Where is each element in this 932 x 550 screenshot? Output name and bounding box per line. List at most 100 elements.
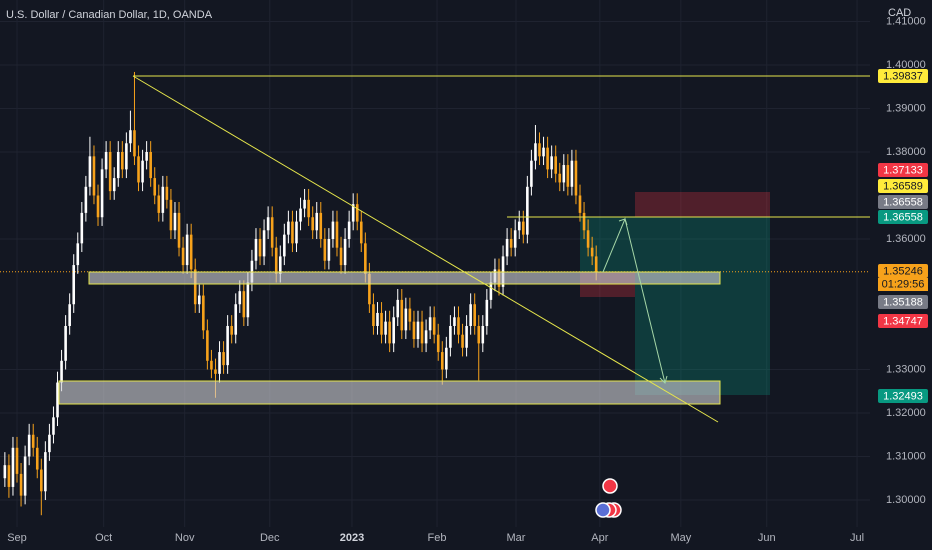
price-label-box: [878, 69, 928, 83]
y-tick-label: 1.31000: [886, 450, 926, 462]
drawings: [580, 192, 770, 395]
candle-body: [295, 221, 298, 244]
x-tick-label: May: [670, 532, 691, 544]
candle-body: [246, 282, 250, 318]
candle-body: [428, 317, 432, 331]
candle-body: [380, 312, 383, 335]
candle-body: [477, 325, 481, 344]
event-icon[interactable]: [595, 502, 611, 518]
price-label-box: [878, 264, 928, 278]
candle-body: [424, 330, 428, 344]
candle-body: [521, 221, 525, 235]
candle-body: [230, 325, 233, 335]
candle-body: [242, 291, 246, 318]
price-label-box: [878, 163, 928, 177]
candle-body: [554, 156, 557, 174]
price-label: 1.32493: [883, 390, 923, 402]
candle-body: [558, 173, 562, 183]
candle-body: [44, 452, 47, 492]
candle-body: [52, 417, 55, 435]
price-label-box: [878, 179, 928, 193]
candle-body: [137, 156, 140, 183]
candle-body: [311, 217, 314, 231]
candle-body: [206, 330, 209, 361]
x-tick-label: Apr: [591, 532, 608, 544]
candle-body: [262, 230, 266, 257]
candle-body: [562, 165, 566, 183]
x-tick-label: Oct: [95, 532, 112, 544]
candle-body: [343, 238, 347, 266]
candle-body: [449, 325, 452, 348]
trend-line: [132, 75, 719, 423]
candle-body: [590, 247, 594, 257]
candle-body: [96, 195, 100, 218]
drawings: [58, 75, 870, 518]
candle-body: [169, 199, 173, 231]
countdown: 01:29:56: [882, 278, 925, 290]
candle-body: [210, 360, 213, 370]
candle-body: [299, 208, 302, 222]
candle-body: [347, 221, 351, 239]
y-tick-label: 1.30000: [886, 494, 926, 506]
candle-body: [364, 243, 367, 274]
candle-body: [432, 317, 436, 335]
candle-body: [538, 143, 541, 157]
axes: 1.30000 1.31000 1.32000 1.33000 1.36000 1.380…: [7, 15, 928, 544]
candle-body: [436, 334, 440, 353]
grid: [0, 0, 870, 527]
x-tick-label: Jun: [758, 532, 776, 544]
candle-body: [177, 212, 181, 248]
price-label: 1.36558: [883, 211, 923, 223]
candle-body: [505, 238, 509, 257]
candle-body: [392, 317, 395, 344]
candle-body: [15, 447, 19, 474]
price-label: 1.37133: [883, 164, 923, 176]
arrow-head: [618, 218, 668, 384]
event-icon[interactable]: [602, 478, 618, 494]
candle-body: [153, 178, 157, 196]
candle-body: [570, 160, 574, 187]
candle-body: [7, 465, 11, 487]
candle-body: [335, 221, 339, 248]
x-tick-label: Jul: [850, 532, 864, 544]
candle-body: [145, 151, 148, 161]
price-label: 1.39837: [883, 70, 923, 82]
x-tick-label: Sep: [7, 532, 27, 544]
y-tick-label: 1.32000: [886, 407, 926, 419]
candle-body: [121, 151, 124, 170]
y-tick-label: 1.39000: [886, 102, 926, 114]
candle-body: [594, 256, 598, 272]
price-label-box: [878, 195, 928, 209]
candle-body: [384, 321, 387, 335]
candle-body: [586, 230, 590, 248]
support-zone: [88, 271, 721, 285]
price-label-box: [878, 314, 928, 328]
candle-body: [76, 243, 80, 266]
candle-body: [68, 304, 71, 326]
candle-body: [254, 238, 258, 261]
currency-label: CAD: [888, 7, 911, 19]
candle-body: [88, 156, 92, 187]
candle-body: [226, 325, 229, 366]
candle-body: [173, 212, 177, 231]
y-tick-label: 1.36000: [886, 233, 926, 245]
candle-body: [222, 352, 225, 366]
candle-body: [278, 256, 282, 274]
candle-body: [530, 160, 533, 187]
y-tick-label: 1.40000: [886, 59, 926, 71]
candle-body: [218, 352, 221, 374]
candle-body: [11, 447, 15, 487]
price-label: 1.34747: [883, 315, 923, 327]
candle-body: [489, 282, 493, 300]
candle-body: [574, 160, 578, 196]
candle-body: [461, 334, 464, 348]
candle-body: [48, 434, 51, 453]
candle-body: [331, 221, 335, 239]
candle-body: [485, 299, 489, 326]
candle-body: [258, 238, 262, 257]
price-label: 1.36558: [883, 196, 923, 208]
candle-body: [27, 434, 31, 457]
candle-body: [368, 273, 371, 305]
x-tick-label: Feb: [428, 532, 447, 544]
stop-zone: [635, 192, 770, 217]
